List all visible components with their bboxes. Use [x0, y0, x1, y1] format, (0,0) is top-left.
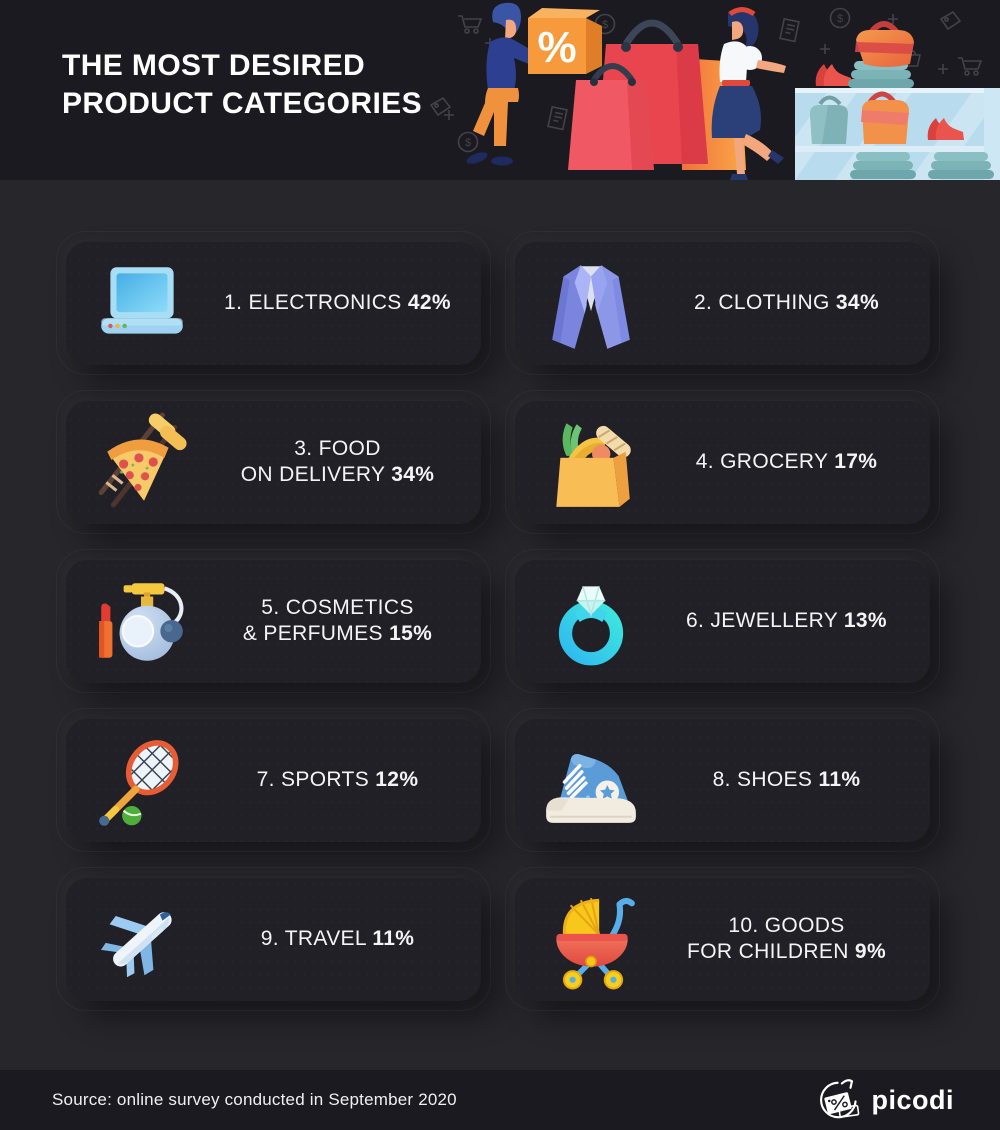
teal-handbag	[810, 95, 848, 144]
card-label: 9. TRAVEL 11%	[260, 927, 415, 950]
card-label: 6. JEWELLERY 13%	[686, 609, 887, 632]
woman-shopper	[711, 7, 786, 180]
man-with-discount-box: %	[466, 2, 602, 166]
source-note: Source: online survey conducted in Septe…	[52, 1090, 457, 1109]
card-clothing: 2. CLOTHING 34%	[505, 231, 940, 375]
card-label: 2. CLOTHING 34%	[694, 291, 879, 314]
shopping-bags	[568, 19, 746, 170]
card-goods-for-children: 10. GOODS FOR CHILDREN 9%	[505, 867, 940, 1011]
card-travel: 9. TRAVEL 11%	[56, 867, 491, 1011]
footer-band: Source: online survey conducted in Septe…	[0, 1070, 1000, 1130]
card-jewellery: 6. JEWELLERY 13%	[505, 549, 940, 693]
card-label: 10. GOODS FOR CHILDREN 9%	[687, 914, 886, 963]
tennis-racket-icon	[66, 729, 218, 831]
sneaker-icon	[515, 729, 667, 831]
page-title-line1: THE MOST DESIRED	[62, 49, 366, 82]
card-label: 3. FOOD ON DELIVERY 34%	[240, 437, 435, 486]
shopping-illustration: $	[430, 2, 1000, 180]
store-display-case	[795, 21, 1000, 180]
diamond-ring-icon	[515, 570, 667, 672]
grocery-bag-icon	[515, 411, 667, 513]
card-cosmetics-perfumes: 5. COSMETICS & PERFUMES 15%	[56, 549, 491, 693]
laptop-icon	[66, 252, 218, 354]
percent-symbol: %	[537, 23, 576, 72]
card-electronics: 1. ELECTRONICS 42%	[56, 231, 491, 375]
card-grocery: 4. GROCERY 17%	[505, 390, 940, 534]
card-shoes: 8. SHOES 11%	[505, 708, 940, 852]
airplane-icon	[66, 888, 218, 990]
card-label: 8. SHOES 11%	[712, 768, 861, 791]
pizza-chopsticks-icon	[66, 411, 218, 513]
brand-name: picodi	[871, 1084, 954, 1115]
blazer-icon	[515, 252, 667, 354]
card-label: 5. COSMETICS & PERFUMES 15%	[242, 596, 433, 645]
stroller-icon	[515, 888, 667, 990]
card-label: 1. ELECTRONICS 42%	[224, 291, 451, 314]
card-food-on-delivery: 3. FOOD ON DELIVERY 34%	[56, 390, 491, 534]
percent-box: %	[528, 8, 602, 74]
page-title-line2: PRODUCT CATEGORIES	[62, 87, 422, 120]
perfume-lipstick-icon	[66, 570, 218, 672]
picodi-logo: picodi	[816, 1077, 955, 1123]
card-sports: 7. SPORTS 12%	[56, 708, 491, 852]
header-band: THE MOST DESIRED PRODUCT CATEGORIES $	[0, 0, 1000, 180]
handbag-on-stack	[855, 21, 914, 67]
picodi-logo-icon	[819, 1079, 859, 1119]
orange-handbag	[861, 91, 909, 144]
card-label: 4. GROCERY 17%	[695, 450, 878, 473]
category-grid: 1. ELECTRONICS 42% 2. CLOTHING 34%	[56, 231, 940, 1011]
card-label: 7. SPORTS 12%	[256, 768, 419, 791]
page-title: THE MOST DESIRED PRODUCT CATEGORIES	[62, 47, 422, 123]
